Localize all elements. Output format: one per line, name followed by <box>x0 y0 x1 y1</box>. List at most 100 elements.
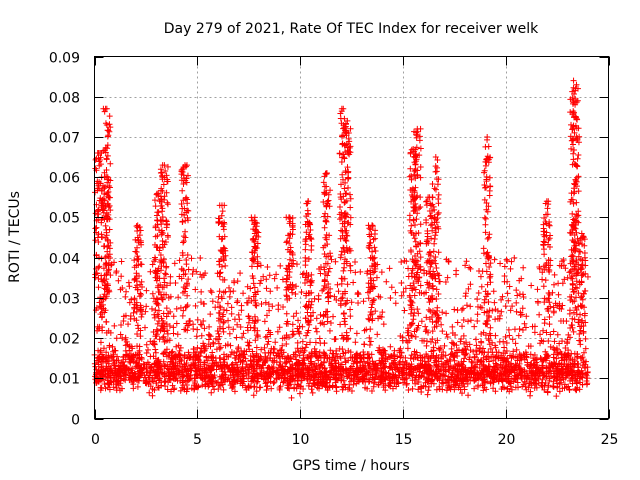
data-point <box>486 231 493 238</box>
data-point <box>185 276 192 283</box>
data-point <box>544 205 551 212</box>
data-point <box>435 366 442 373</box>
data-point <box>153 379 160 386</box>
data-point <box>280 379 287 386</box>
data-point <box>278 375 285 382</box>
data-point <box>484 317 491 324</box>
data-point <box>433 295 440 302</box>
data-point <box>550 378 557 385</box>
data-point <box>159 334 166 341</box>
data-point <box>419 369 426 376</box>
data-point <box>478 283 485 290</box>
data-point <box>486 154 493 161</box>
data-point <box>444 274 451 281</box>
data-point <box>103 365 110 372</box>
data-point <box>283 239 290 246</box>
data-point <box>482 229 489 236</box>
data-point <box>371 379 378 386</box>
data-point <box>208 289 215 296</box>
data-point <box>473 347 480 354</box>
data-point <box>104 152 111 159</box>
data-point <box>343 300 350 307</box>
data-point <box>197 254 204 261</box>
data-point <box>294 339 301 346</box>
data-point <box>513 299 520 306</box>
data-point <box>341 318 348 325</box>
data-point <box>347 195 354 202</box>
data-point <box>138 291 145 298</box>
data-point <box>481 309 488 316</box>
data-point <box>369 263 376 270</box>
data-point <box>519 383 526 390</box>
data-point <box>207 287 214 294</box>
data-point <box>409 265 416 272</box>
data-point <box>181 326 188 333</box>
data-point <box>138 278 145 285</box>
data-point <box>336 216 343 223</box>
data-point <box>151 197 158 204</box>
data-point <box>339 171 346 178</box>
data-point <box>556 388 563 395</box>
data-point <box>413 132 420 139</box>
data-point <box>415 310 422 317</box>
data-point <box>122 369 129 376</box>
data-point <box>106 245 113 252</box>
data-point <box>458 306 465 313</box>
data-point <box>449 369 456 376</box>
data-point <box>143 303 150 310</box>
data-point <box>546 321 553 328</box>
data-point <box>174 331 181 338</box>
data-point <box>183 179 190 186</box>
data-point <box>161 275 168 282</box>
data-point <box>484 155 491 162</box>
data-point <box>219 362 226 369</box>
data-point <box>423 216 430 223</box>
data-point <box>265 349 272 356</box>
data-point <box>390 352 397 359</box>
data-point <box>402 360 409 367</box>
data-point <box>251 374 258 381</box>
data-point <box>113 377 120 384</box>
data-point <box>175 294 182 301</box>
data-point <box>408 363 415 370</box>
data-point <box>360 375 367 382</box>
data-point <box>153 369 160 376</box>
data-point <box>350 279 357 286</box>
data-point <box>159 296 166 303</box>
data-point <box>304 309 311 316</box>
data-point <box>506 283 513 290</box>
data-point <box>130 309 137 316</box>
data-point <box>487 271 494 278</box>
data-point <box>416 248 423 255</box>
data-point <box>457 338 464 345</box>
data-point <box>520 293 527 300</box>
data-point <box>142 308 149 315</box>
data-point <box>317 320 324 327</box>
data-point <box>579 354 586 361</box>
data-point <box>131 370 138 377</box>
data-point <box>104 179 111 186</box>
data-point <box>500 350 507 357</box>
data-point <box>480 387 487 394</box>
data-point <box>466 354 473 361</box>
data-point <box>190 346 197 353</box>
data-point <box>515 332 522 339</box>
data-point <box>546 314 553 321</box>
data-point <box>481 374 488 381</box>
data-point <box>323 308 330 315</box>
data-point <box>275 374 282 381</box>
data-point <box>337 194 344 201</box>
data-point <box>361 366 368 373</box>
data-point <box>473 361 480 368</box>
data-point <box>543 198 550 205</box>
data-point <box>169 348 176 355</box>
data-point <box>459 323 466 330</box>
data-point <box>451 306 458 313</box>
data-point <box>508 360 515 367</box>
data-point <box>499 384 506 391</box>
data-point <box>405 327 412 334</box>
data-point <box>371 268 378 275</box>
data-point <box>325 293 332 300</box>
data-point <box>441 342 448 349</box>
data-point <box>163 305 170 312</box>
